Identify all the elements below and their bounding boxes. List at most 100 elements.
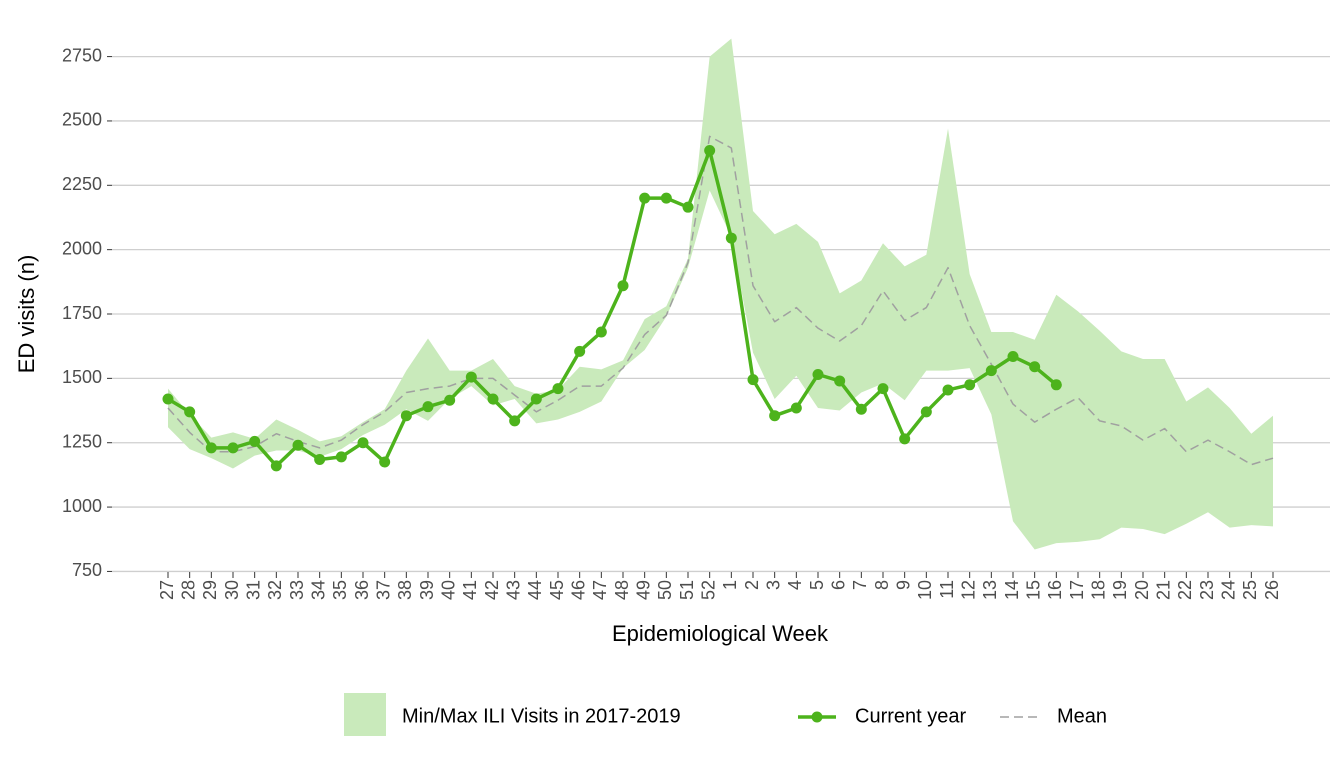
x-tick-label: 38 bbox=[395, 580, 415, 600]
x-tick-label: 31 bbox=[243, 580, 263, 600]
point bbox=[357, 437, 369, 449]
x-tick-label: 41 bbox=[460, 580, 480, 600]
x-tick-label: 21 bbox=[1153, 580, 1173, 600]
point bbox=[704, 145, 716, 157]
x-tick-label: 49 bbox=[633, 580, 653, 600]
legend-label: Current year bbox=[855, 705, 966, 727]
point bbox=[920, 406, 932, 418]
x-tick-label: 48 bbox=[612, 580, 632, 600]
x-tick-label: 1 bbox=[720, 580, 740, 590]
point bbox=[205, 442, 217, 454]
x-tick-label: 36 bbox=[352, 580, 372, 600]
x-tick-label: 4 bbox=[785, 580, 805, 590]
y-tick-label: 2500 bbox=[62, 110, 102, 130]
x-tick-label: 50 bbox=[655, 580, 675, 600]
x-tick-label: 18 bbox=[1088, 580, 1108, 600]
point bbox=[595, 326, 607, 338]
x-tick-label: 45 bbox=[547, 580, 567, 600]
y-tick-label: 1500 bbox=[62, 367, 102, 387]
point bbox=[682, 201, 694, 213]
y-tick-label: 2000 bbox=[62, 238, 102, 258]
point bbox=[617, 280, 629, 292]
x-tick-label: 43 bbox=[503, 580, 523, 600]
point bbox=[855, 403, 867, 415]
point bbox=[747, 374, 759, 386]
series-line bbox=[167, 135, 1274, 466]
point bbox=[1007, 350, 1019, 362]
y-tick-label: 1250 bbox=[62, 431, 102, 451]
x-tick-label: 2 bbox=[742, 580, 762, 590]
y-tick-label: 1000 bbox=[62, 496, 102, 516]
point bbox=[184, 406, 196, 418]
x-tick-label: 13 bbox=[980, 580, 1000, 600]
x-tick-label: 52 bbox=[698, 580, 718, 600]
x-tick-label: 32 bbox=[265, 580, 285, 600]
point bbox=[639, 192, 651, 204]
x-tick-label: 10 bbox=[915, 580, 935, 600]
x-tick-label: 46 bbox=[568, 580, 588, 600]
point bbox=[379, 456, 391, 468]
point bbox=[1029, 361, 1041, 373]
point bbox=[985, 365, 997, 377]
x-tick-label: 23 bbox=[1197, 580, 1217, 600]
point bbox=[465, 371, 477, 383]
x-tick-label: 20 bbox=[1132, 580, 1152, 600]
x-tick-label: 44 bbox=[525, 580, 545, 600]
x-tick-label: 27 bbox=[157, 580, 177, 600]
x-tick-label: 5 bbox=[807, 580, 827, 590]
point bbox=[1050, 379, 1062, 391]
x-tick-label: 40 bbox=[438, 580, 458, 600]
min-max-band bbox=[168, 38, 1273, 550]
point bbox=[964, 379, 976, 391]
point bbox=[574, 345, 586, 357]
x-tick-label: 8 bbox=[872, 580, 892, 590]
x-axis-title: Epidemiological Week bbox=[612, 621, 829, 646]
point bbox=[270, 460, 282, 472]
x-tick-label: 34 bbox=[308, 580, 328, 600]
point bbox=[509, 415, 521, 427]
x-tick-label: 39 bbox=[417, 580, 437, 600]
x-tick-label: 16 bbox=[1045, 580, 1065, 600]
x-tick-label: 19 bbox=[1110, 580, 1130, 600]
legend-label: Mean bbox=[1057, 705, 1107, 727]
point bbox=[660, 192, 672, 204]
x-tick-label: 26 bbox=[1262, 580, 1282, 600]
point bbox=[314, 453, 326, 465]
legend-label: Min/Max ILI Visits in 2017-2019 bbox=[402, 705, 681, 727]
point bbox=[877, 383, 889, 395]
x-tick-label: 25 bbox=[1240, 580, 1260, 600]
point bbox=[769, 410, 781, 422]
x-tick-label: 35 bbox=[330, 580, 350, 600]
x-tick-label: 42 bbox=[482, 580, 502, 600]
x-tick-label: 9 bbox=[893, 580, 913, 590]
x-tick-label: 47 bbox=[590, 580, 610, 600]
point bbox=[422, 401, 434, 413]
legend-swatch bbox=[344, 693, 386, 736]
y-tick-label: 1750 bbox=[62, 303, 102, 323]
legend-swatch bbox=[811, 711, 823, 723]
x-tick-label: 37 bbox=[373, 580, 393, 600]
x-tick-label: 17 bbox=[1067, 580, 1087, 600]
x-tick-label: 24 bbox=[1218, 580, 1238, 600]
x-tick-label: 28 bbox=[178, 580, 198, 600]
point bbox=[400, 410, 412, 422]
point bbox=[227, 442, 239, 454]
point bbox=[812, 369, 824, 381]
point bbox=[162, 393, 174, 405]
x-tick-label: 33 bbox=[287, 580, 307, 600]
y-tick-label: 2250 bbox=[62, 174, 102, 194]
x-tick-label: 22 bbox=[1175, 580, 1195, 600]
point bbox=[942, 384, 954, 396]
point bbox=[834, 375, 846, 387]
x-tick-label: 29 bbox=[200, 580, 220, 600]
point bbox=[249, 435, 261, 447]
point bbox=[335, 451, 347, 463]
point bbox=[530, 393, 542, 405]
x-tick-label: 14 bbox=[1002, 580, 1022, 600]
x-tick-label: 15 bbox=[1023, 580, 1043, 600]
x-tick-label: 3 bbox=[763, 580, 783, 590]
x-tick-label: 30 bbox=[222, 580, 242, 600]
x-tick-label: 11 bbox=[937, 580, 957, 599]
x-tick-label: 51 bbox=[677, 580, 697, 600]
